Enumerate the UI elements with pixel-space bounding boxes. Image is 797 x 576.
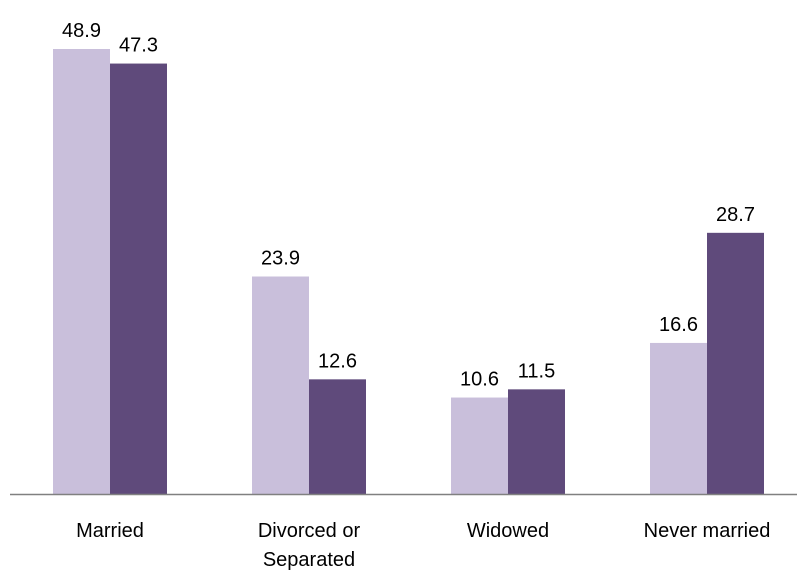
category-label-3-line-1: Widowed [467, 520, 549, 542]
category-label-1-line-1: Married [76, 520, 144, 542]
category-labels-layer: Married Divorced or Separated Widowed Never … [76, 520, 770, 571]
value-label-series2-1: 47.3 [119, 35, 158, 57]
value-label-series1-1: 48.9 [62, 20, 101, 42]
value-label-series1-2: 23.9 [261, 248, 300, 270]
category-label-2-line-1: Divorced or [258, 520, 361, 542]
bar-series1-4 [650, 342, 707, 494]
bar-series2-1 [110, 63, 167, 494]
bar-series2-4 [707, 232, 764, 494]
value-label-series1-4: 16.6 [659, 314, 698, 336]
category-label-2: Divorced or Separated [258, 520, 361, 571]
value-label-series1-3: 10.6 [460, 369, 499, 391]
category-label-1: Married [76, 520, 144, 542]
category-label-3: Widowed [467, 520, 549, 542]
category-label-4: Never married [644, 520, 771, 542]
bar-series1-2 [252, 276, 309, 494]
bars-layer [53, 49, 764, 494]
value-label-series2-2: 12.6 [318, 350, 357, 372]
value-labels-layer: 48.9 23.9 10.6 16.6 47.3 12.6 11.5 28.7 [62, 20, 755, 391]
category-label-2-line-2: Separated [263, 549, 355, 571]
value-label-series2-3: 11.5 [518, 360, 555, 382]
bar-series1-1 [53, 49, 110, 494]
bar-series2-3 [508, 389, 565, 494]
bar-series2-2 [309, 379, 366, 494]
bar-series1-3 [451, 397, 508, 494]
category-label-4-line-1: Never married [644, 520, 771, 542]
value-label-series2-4: 28.7 [716, 204, 755, 226]
